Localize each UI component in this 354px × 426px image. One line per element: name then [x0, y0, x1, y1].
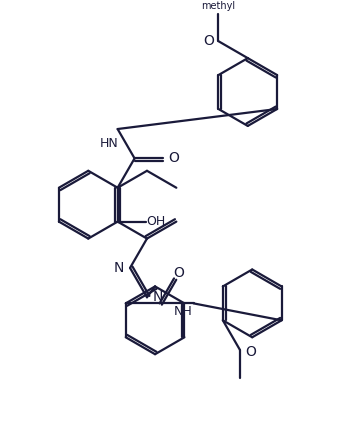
Text: O: O [245, 345, 256, 359]
Text: N: N [114, 261, 124, 275]
Text: O: O [173, 266, 184, 280]
Text: methyl: methyl [201, 1, 235, 11]
Text: O: O [168, 151, 179, 165]
Text: N: N [153, 290, 163, 304]
Text: NH: NH [174, 305, 193, 318]
Text: OH: OH [146, 215, 165, 228]
Text: HN: HN [99, 137, 118, 150]
Text: O: O [204, 34, 215, 48]
